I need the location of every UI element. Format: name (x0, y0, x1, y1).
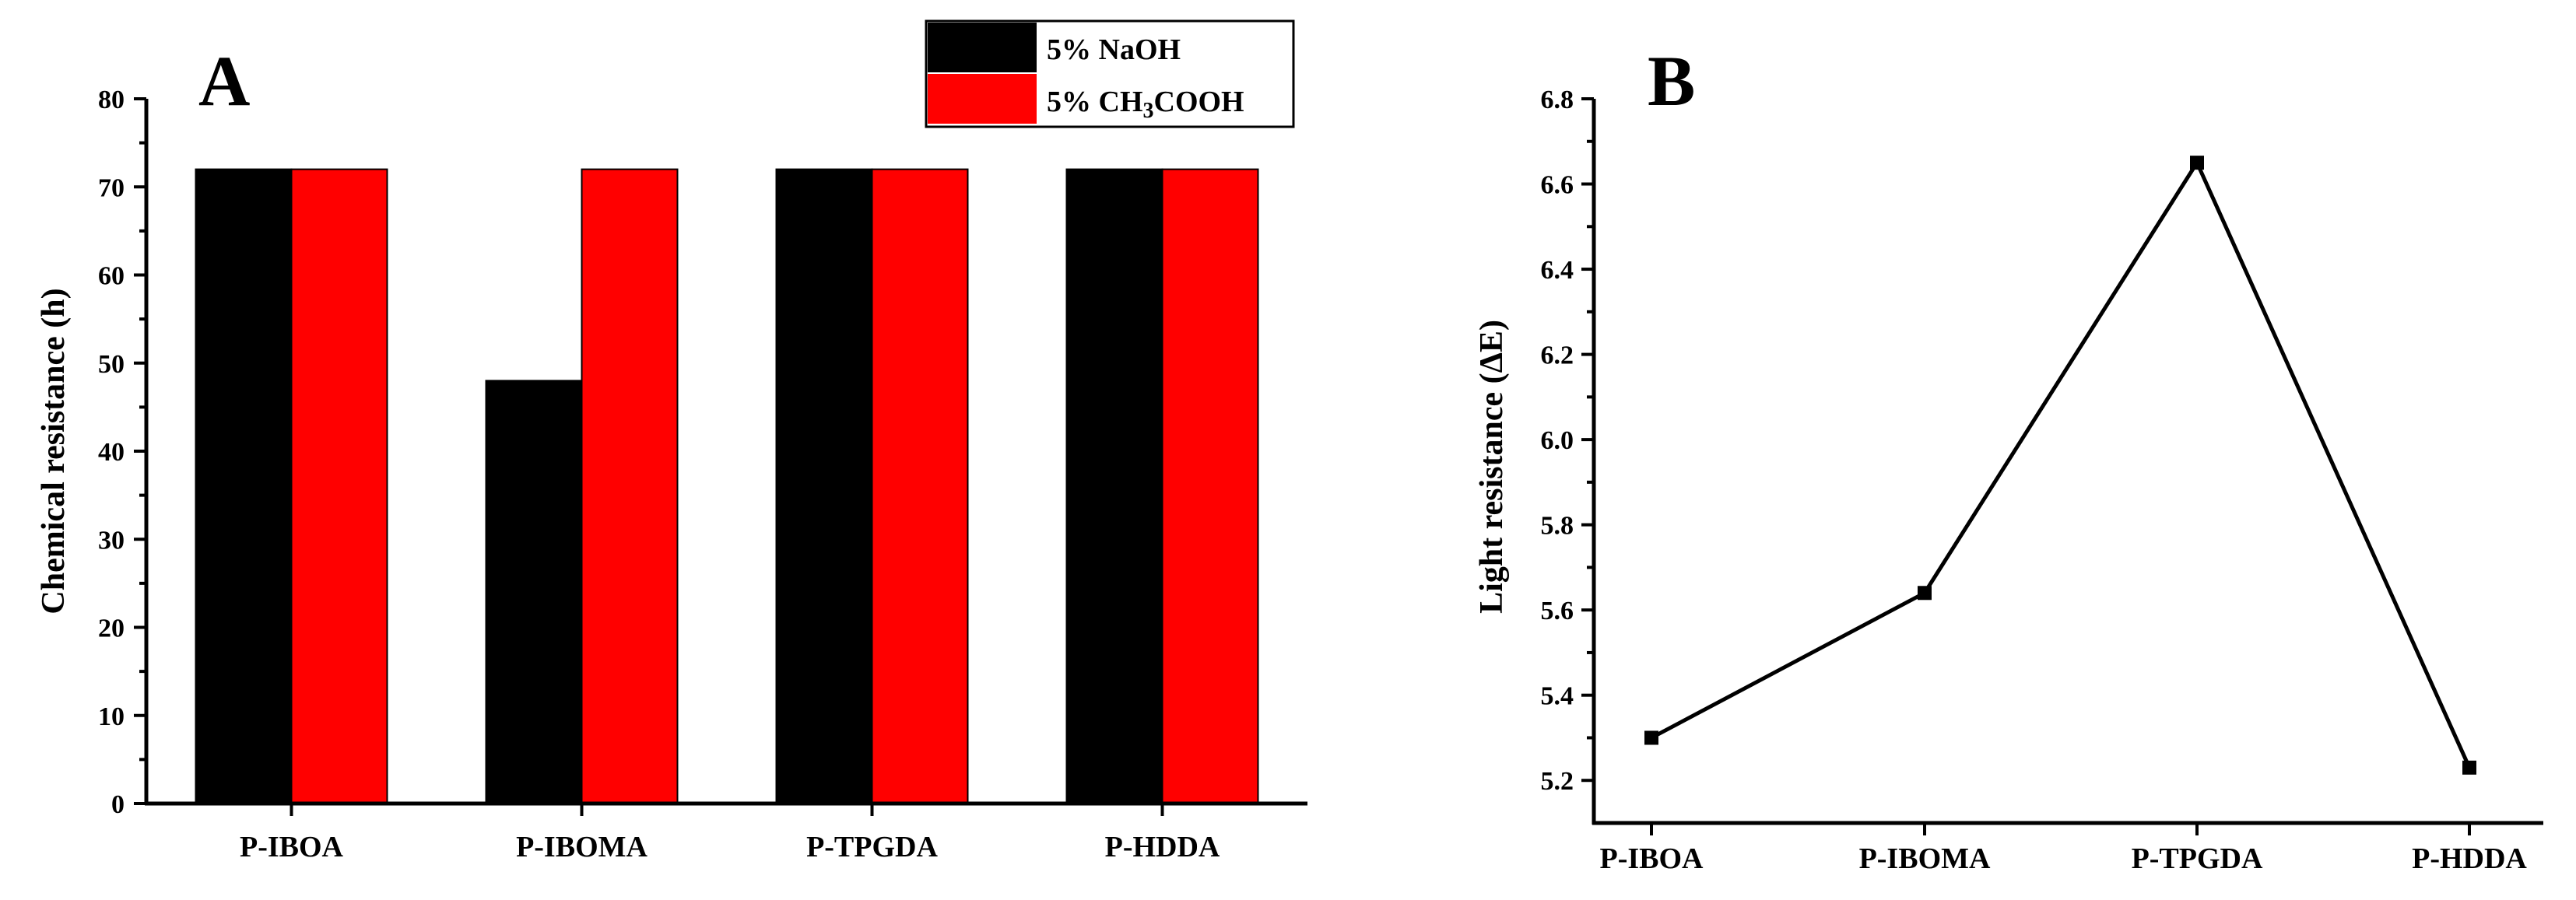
y-tick-label-a: 20 (98, 615, 125, 643)
panel-label-a: A (198, 41, 250, 121)
x-tick-label-b: P-TPGDA (2132, 842, 2263, 875)
bar-p-iboma-5-ch3cooh (581, 168, 679, 805)
y-axis-label-b: Light resistance (ΔE) (1474, 320, 1510, 614)
y-tick-label-a: 60 (98, 262, 125, 291)
x-tick-label-b: P-IBOA (1600, 842, 1704, 875)
y-tick-label-a: 80 (98, 86, 125, 114)
y-tick-label-a: 0 (111, 790, 125, 819)
y-tick-label-b: 5.2 (1541, 767, 1574, 796)
y-tick-label-b: 6.0 (1541, 426, 1574, 455)
series-line-light-resistance (1650, 158, 2472, 769)
bar-p-hdda-5-naoh (1065, 168, 1163, 805)
bar-p-iboma-5-naoh (485, 380, 583, 804)
point-p-iboma (1918, 586, 1932, 601)
legend-label-ch3cooh: 5% CH3COOH (1047, 86, 1244, 123)
y-tick-label-b: 5.6 (1541, 597, 1574, 625)
bar-p-hdda-5-ch3cooh (1161, 168, 1259, 805)
legend-label-naoh: 5% NaOH (1047, 33, 1181, 66)
y-tick-label-b: 5.4 (1541, 682, 1574, 711)
y-tick-label-b: 5.8 (1541, 512, 1574, 541)
x-tick-label-a: P-IBOMA (516, 831, 648, 863)
y-tick-label-b: 6.2 (1541, 341, 1574, 370)
y-tick-label-b: 6.6 (1541, 171, 1574, 200)
legend-a: 5% NaOH 5% CH3COOH (925, 19, 1295, 128)
chart-a: A Chemical resistance (h) P-IBOA P-IBOMA P… (36, 19, 1307, 863)
y-tick-label-a: 30 (98, 526, 125, 555)
x-tick-label-b: P-HDDA (2412, 842, 2527, 875)
y-tick-label-b: 6.4 (1541, 256, 1574, 285)
x-tick-label-a: P-IBOA (240, 831, 344, 863)
y-tick-label-b: 6.8 (1541, 86, 1574, 114)
legend-swatch-naoh (928, 23, 1037, 72)
x-tick-label-b: P-IBOMA (1859, 842, 1991, 875)
y-tick-label-a: 40 (98, 438, 125, 467)
legend-swatch-ch3cooh (928, 74, 1037, 124)
y-tick-label-a: 50 (98, 350, 125, 379)
y-tick-label-a: 70 (98, 173, 125, 202)
y-axis-label-a: Chemical resistance (h) (36, 288, 72, 614)
point-p-tpgda (2190, 156, 2204, 170)
panel-label-b: B (1648, 41, 1695, 121)
point-p-iboa (1644, 730, 1658, 745)
point-p-hdda (2462, 760, 2476, 775)
x-tick-label-a: P-TPGDA (806, 831, 938, 863)
chart-b: B Light resistance (ΔE) 5.2 5.4 5.6 5.8 6.0 6… (1474, 41, 2543, 875)
y-tick-label-a: 10 (98, 702, 125, 731)
bar-p-tpgda-5-naoh (775, 168, 873, 805)
x-tick-label-a: P-HDDA (1105, 831, 1220, 863)
bar-p-iboa-5-naoh (195, 168, 293, 805)
bar-p-iboa-5-ch3cooh (290, 168, 388, 805)
bar-p-tpgda-5-ch3cooh (871, 168, 969, 805)
